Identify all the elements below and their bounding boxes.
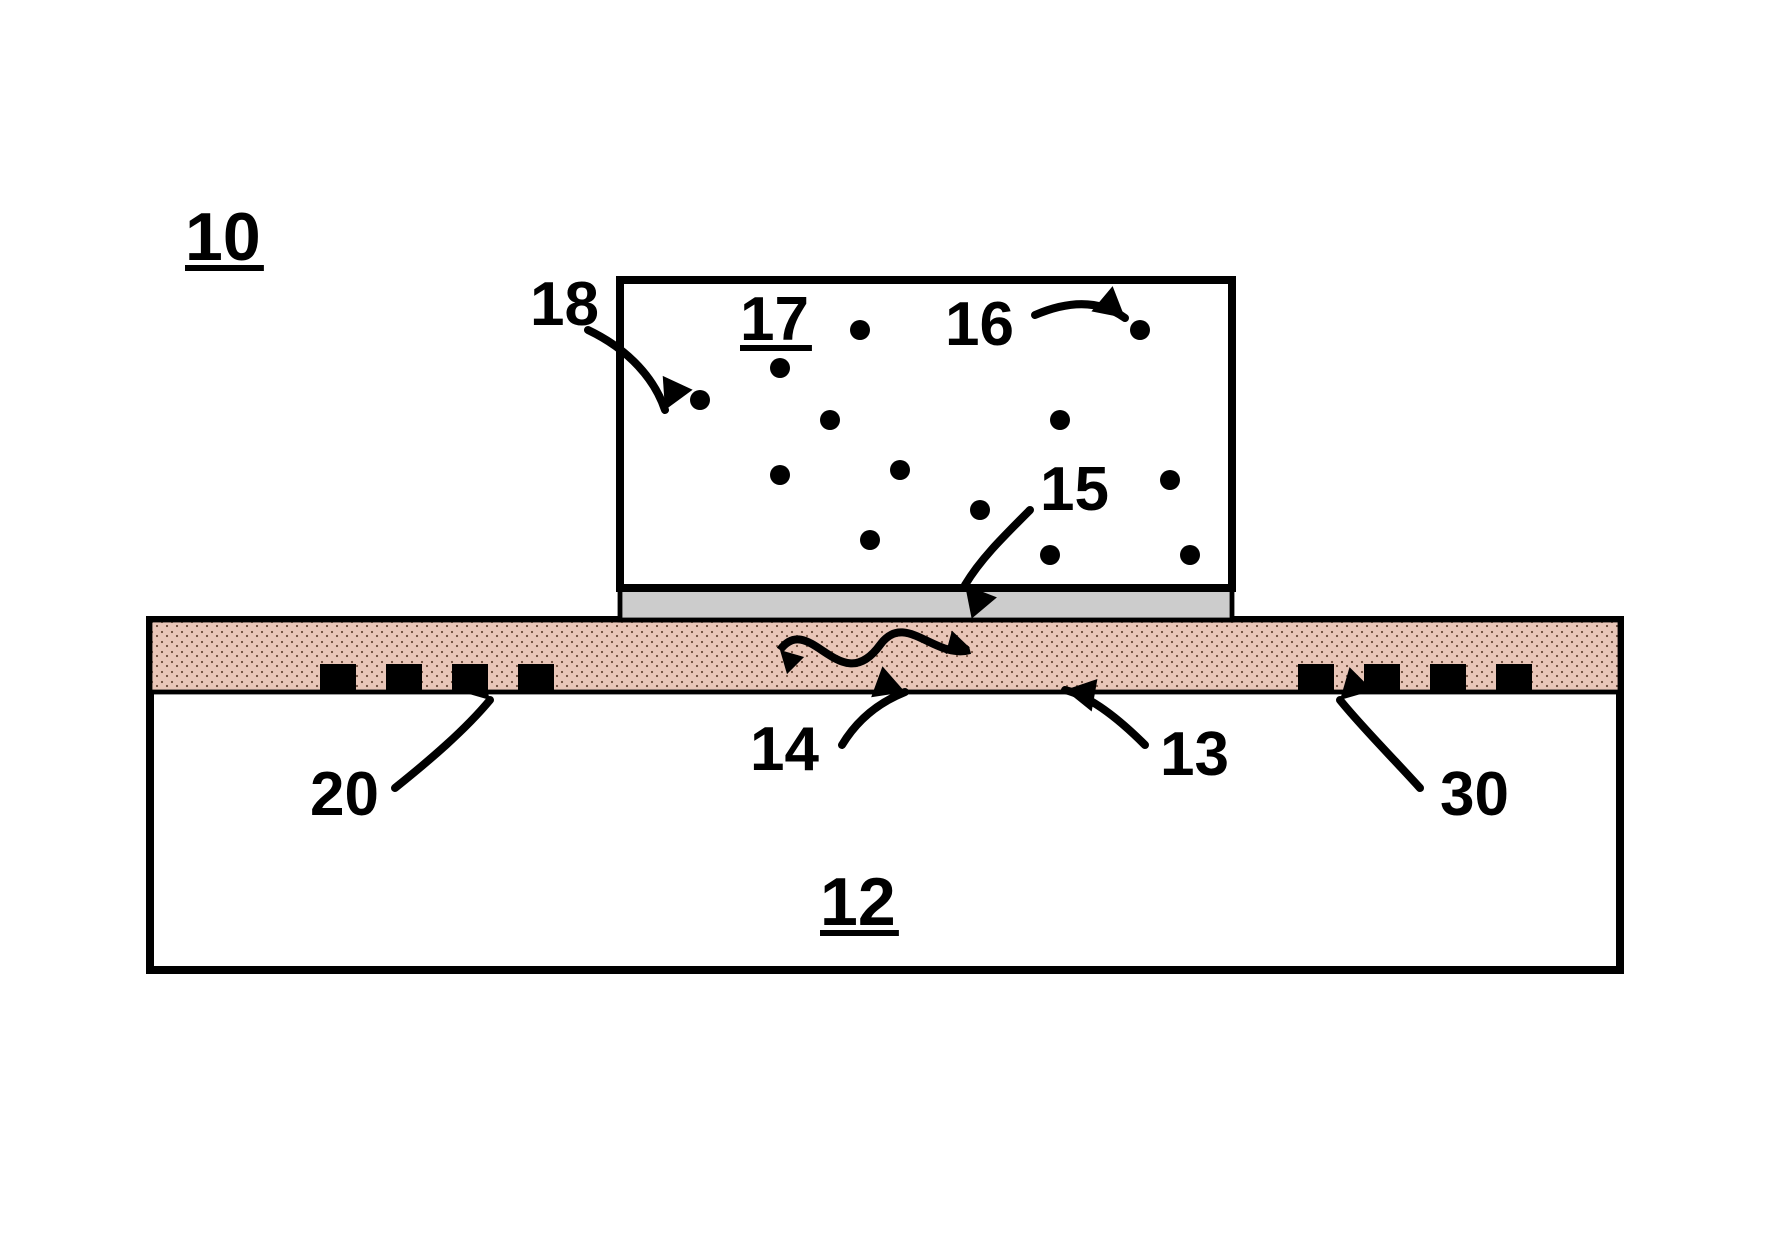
label-20: 20	[310, 760, 379, 829]
particle-16-dot	[850, 320, 870, 340]
idt-20-finger	[320, 664, 356, 692]
particle-16-dot	[770, 465, 790, 485]
label-12: 12	[820, 864, 896, 940]
label-30: 30	[1440, 760, 1509, 829]
idt-20-finger	[386, 664, 422, 692]
particle-16-dot	[770, 358, 790, 378]
label-14: 14	[750, 715, 819, 784]
particle-16-dot	[890, 460, 910, 480]
idt-20-finger	[518, 664, 554, 692]
particle-16-dot	[860, 530, 880, 550]
particle-16-dot	[1050, 410, 1070, 430]
particle-16-dot	[820, 410, 840, 430]
idt-30-finger	[1298, 664, 1334, 692]
idt-30-finger	[1496, 664, 1532, 692]
particle-16-dot	[1160, 470, 1180, 490]
particle-16-dot	[1180, 545, 1200, 565]
particle-16-dot	[1040, 545, 1060, 565]
label-16: 16	[945, 290, 1014, 359]
label-18: 18	[530, 270, 599, 339]
particle-16-dot	[1130, 320, 1150, 340]
particle-16-dot	[690, 390, 710, 410]
idt-30-finger	[1430, 664, 1466, 692]
particle-16-dot	[970, 500, 990, 520]
layer-15	[620, 588, 1232, 620]
label-17: 17	[740, 285, 809, 354]
label-13: 13	[1160, 720, 1229, 789]
label-15: 15	[1040, 455, 1109, 524]
label-10: 10	[185, 199, 261, 275]
